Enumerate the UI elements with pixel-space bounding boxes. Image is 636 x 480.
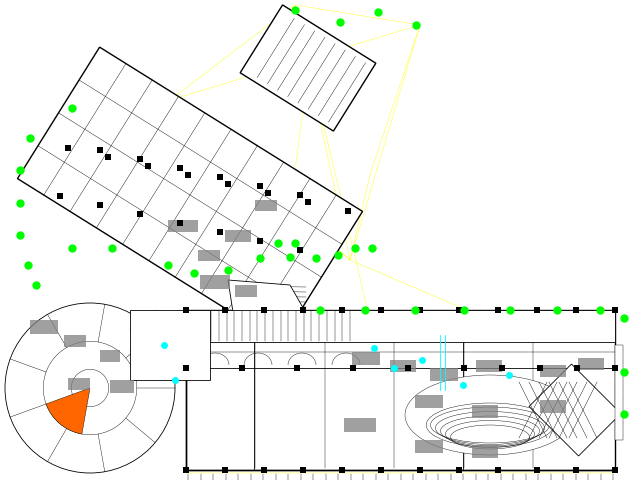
Bar bbox=[476, 360, 502, 372]
Bar bbox=[137, 156, 143, 162]
Bar bbox=[97, 147, 103, 153]
Bar bbox=[294, 365, 300, 371]
Bar bbox=[461, 365, 467, 371]
Bar bbox=[430, 368, 458, 381]
Bar bbox=[225, 181, 231, 187]
Bar bbox=[217, 174, 223, 180]
Bar bbox=[574, 365, 580, 371]
Bar bbox=[297, 192, 303, 198]
Bar bbox=[105, 154, 111, 160]
Bar bbox=[461, 365, 467, 371]
Bar bbox=[612, 467, 618, 473]
Bar bbox=[185, 172, 191, 178]
Bar bbox=[57, 193, 63, 199]
Bar bbox=[198, 250, 220, 261]
Bar bbox=[495, 307, 501, 313]
Ellipse shape bbox=[405, 375, 575, 455]
Wedge shape bbox=[46, 388, 90, 434]
Bar bbox=[456, 467, 462, 473]
Ellipse shape bbox=[426, 403, 554, 447]
Bar bbox=[339, 467, 345, 473]
Bar bbox=[225, 230, 251, 242]
Bar bbox=[305, 199, 311, 205]
Bar bbox=[183, 365, 189, 371]
Bar bbox=[238, 365, 245, 371]
Bar bbox=[186, 310, 615, 342]
Bar bbox=[200, 275, 230, 289]
Polygon shape bbox=[240, 5, 376, 131]
Bar bbox=[534, 307, 540, 313]
Bar bbox=[65, 145, 71, 151]
Bar bbox=[68, 378, 90, 390]
Bar bbox=[64, 335, 86, 347]
Bar bbox=[222, 307, 228, 313]
Bar bbox=[573, 307, 579, 313]
Bar bbox=[472, 405, 498, 418]
Bar bbox=[415, 395, 443, 408]
Bar bbox=[344, 418, 376, 432]
Bar bbox=[300, 467, 306, 473]
Bar bbox=[573, 467, 579, 473]
Bar bbox=[255, 200, 277, 211]
Bar bbox=[297, 247, 303, 253]
Bar bbox=[30, 320, 58, 334]
Bar bbox=[261, 307, 267, 313]
Bar bbox=[339, 307, 345, 313]
Bar bbox=[168, 220, 198, 232]
Polygon shape bbox=[17, 47, 363, 343]
Bar bbox=[540, 365, 566, 377]
Bar bbox=[345, 208, 351, 214]
Bar bbox=[350, 365, 356, 371]
Bar bbox=[145, 163, 151, 169]
Bar bbox=[186, 310, 615, 470]
Polygon shape bbox=[228, 280, 310, 325]
Bar bbox=[300, 307, 306, 313]
Bar bbox=[137, 211, 143, 217]
Bar bbox=[378, 467, 384, 473]
Bar bbox=[378, 307, 384, 313]
Bar bbox=[417, 307, 423, 313]
Bar bbox=[97, 202, 103, 208]
Bar bbox=[540, 400, 566, 413]
Polygon shape bbox=[529, 364, 621, 456]
Bar bbox=[130, 310, 210, 380]
Bar bbox=[177, 220, 183, 226]
Bar bbox=[235, 285, 257, 297]
Bar bbox=[499, 365, 505, 371]
Bar bbox=[417, 467, 423, 473]
Bar bbox=[183, 467, 189, 473]
Bar bbox=[110, 380, 134, 393]
Bar bbox=[495, 467, 501, 473]
Bar bbox=[257, 183, 263, 189]
Bar bbox=[261, 467, 267, 473]
Bar bbox=[177, 165, 183, 171]
Bar bbox=[222, 467, 228, 473]
Bar bbox=[217, 229, 223, 235]
Bar bbox=[183, 307, 189, 313]
Bar bbox=[472, 445, 498, 458]
Bar bbox=[456, 307, 462, 313]
Bar bbox=[534, 467, 540, 473]
Bar bbox=[257, 238, 263, 244]
Bar bbox=[265, 190, 271, 196]
Bar bbox=[537, 365, 543, 371]
Bar bbox=[405, 365, 411, 371]
Bar bbox=[612, 307, 618, 313]
Bar bbox=[390, 360, 416, 372]
Bar bbox=[100, 350, 120, 362]
Bar bbox=[615, 345, 623, 440]
Bar bbox=[415, 440, 443, 453]
Bar bbox=[612, 365, 618, 371]
Bar bbox=[578, 358, 604, 370]
Bar bbox=[352, 352, 380, 365]
